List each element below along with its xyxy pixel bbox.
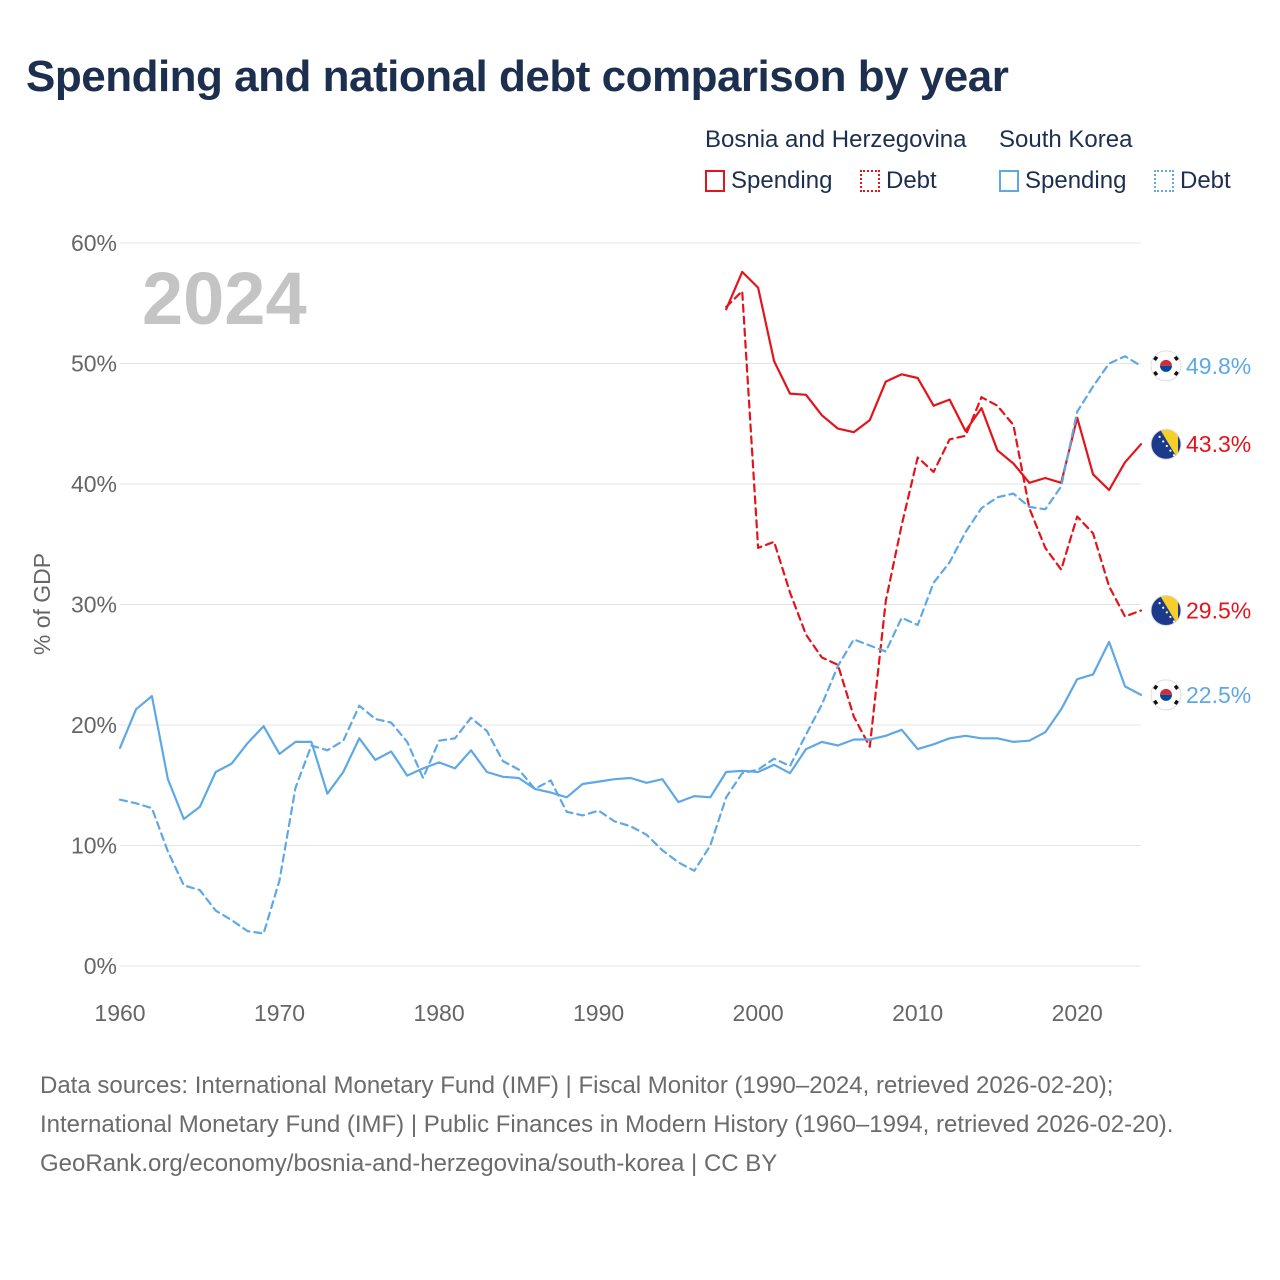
legend-group-bosnia: Bosnia and Herzegovina (705, 126, 967, 153)
legend-item-south-korea-spending[interactable]: Spending (999, 167, 1126, 195)
y-tick-label: 30% (71, 592, 117, 618)
legend-item-bosnia-spending[interactable]: Spending (705, 167, 832, 195)
footer: Data sources: International Monetary Fun… (40, 1066, 1240, 1183)
x-tick-label: 2020 (1052, 1000, 1103, 1026)
series-line-bosnia-and-herzegovina-debt[interactable] (725, 290, 1143, 748)
line-chart: 0% 10% 20% 30% 40% 50% 60% 1960 1970 1980 1990 200… (29, 230, 1251, 1026)
end-labels: 43.3% 29.5% 22.5% 49.8% (1150, 350, 1251, 711)
legend-label: Debt (1180, 167, 1231, 194)
x-tick-label: 1980 (413, 1000, 464, 1026)
legend-item-bosnia-debt[interactable]: Debt (860, 167, 937, 195)
y-tick-label: 60% (71, 230, 117, 256)
legend-label: Debt (886, 167, 937, 194)
legend-swatch-dotted-icon (860, 170, 880, 192)
series-lines (118, 270, 1143, 935)
end-value-label: 22.5% (1186, 682, 1251, 708)
legend-label: Spending (731, 167, 833, 194)
y-tick-label: 40% (71, 471, 117, 497)
bosnia-flag-icon (1150, 428, 1182, 460)
legend-label: Spending (1025, 167, 1127, 194)
south-korea-flag-icon (1150, 350, 1182, 382)
chart-title: Spending and national debt comparison by… (26, 52, 1009, 101)
end-value-label: 29.5% (1186, 598, 1251, 624)
data-sources: Data sources: International Monetary Fun… (40, 1072, 1174, 1138)
y-tick-label: 20% (71, 712, 117, 738)
series-line-bosnia-and-herzegovina-spending[interactable] (725, 270, 1143, 492)
y-tick-label: 0% (84, 953, 117, 979)
x-tick-label: 1970 (254, 1000, 305, 1026)
y-tick-label: 50% (71, 351, 117, 377)
x-tick-label: 1960 (94, 1000, 145, 1026)
legend-swatch-solid-icon (705, 170, 725, 192)
south-korea-flag-icon (1150, 679, 1182, 711)
series-line-south-korea-debt[interactable] (118, 355, 1143, 935)
legend-swatch-solid-icon (999, 170, 1019, 192)
bosnia-flag-icon (1150, 595, 1182, 627)
y-axis-title: % of GDP (29, 553, 55, 655)
credit-link[interactable]: GeoRank.org/economy/bosnia-and-herzegovi… (40, 1150, 778, 1177)
y-axis: 0% 10% 20% 30% 40% 50% 60% (71, 230, 117, 979)
series-line-south-korea-spending[interactable] (118, 640, 1143, 821)
legend-group-south-korea: South Korea (999, 126, 1133, 153)
x-tick-label: 2000 (733, 1000, 784, 1026)
year-watermark: 2024 (142, 257, 307, 340)
legend-item-south-korea-debt[interactable]: Debt (1154, 167, 1231, 195)
gridlines (120, 242, 1141, 967)
end-value-label: 43.3% (1186, 431, 1251, 457)
x-tick-label: 1990 (573, 1000, 624, 1026)
legend-swatch-dotted-icon (1154, 170, 1174, 192)
end-value-label: 49.8% (1186, 353, 1251, 379)
x-axis: 1960 1970 1980 1990 2000 2010 2020 (94, 1000, 1102, 1026)
x-tick-label: 2010 (892, 1000, 943, 1026)
y-tick-label: 10% (71, 833, 117, 859)
